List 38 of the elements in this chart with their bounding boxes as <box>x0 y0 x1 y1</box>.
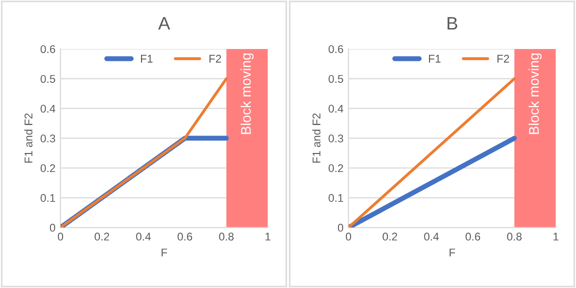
x-tick-label: 0 <box>58 232 64 241</box>
legend-label: F2 <box>210 54 222 63</box>
y-axis-title: F1 and F2 <box>24 113 32 163</box>
x-axis-title: F <box>450 248 456 256</box>
x-tick-label: 0.2 <box>94 232 110 241</box>
x-tick-label: 0.6 <box>466 232 480 241</box>
y-tick-label: 0 <box>50 224 56 232</box>
x-tick-label: 0.8 <box>507 232 522 241</box>
y-tick-label: 0.3 <box>40 134 56 142</box>
y-tick-label: 0.6 <box>328 45 344 54</box>
band-label: Block moving <box>528 53 542 134</box>
y-tick-label: 0.5 <box>40 74 56 83</box>
y-tick-label: 0.2 <box>328 164 344 172</box>
x-tick-label: 0 <box>346 232 352 241</box>
x-tick-label: 0.8 <box>219 232 234 241</box>
y-tick-label: 0 <box>338 224 344 232</box>
y-tick-label: 0.2 <box>40 164 56 172</box>
y-tick-label: 0.6 <box>40 45 56 54</box>
legend-label: F1 <box>140 54 153 63</box>
y-tick-label: 0.5 <box>328 74 344 83</box>
x-tick-label: 0.2 <box>382 232 398 241</box>
legend-label: F2 <box>498 54 510 63</box>
y-tick-label: 0.3 <box>328 134 344 142</box>
x-tick-label: 0.4 <box>136 232 151 241</box>
chart-title: B <box>448 17 458 30</box>
x-tick-label: 1 <box>554 232 558 240</box>
y-tick-label: 0.4 <box>328 104 344 113</box>
y-axis-title: F1 and F2 <box>312 113 320 163</box>
x-tick-label: 0.6 <box>178 232 192 241</box>
band-label: Block moving <box>240 53 254 134</box>
x-tick-label: 1 <box>266 232 270 240</box>
x-tick-label: 0.4 <box>424 232 439 241</box>
y-tick-label: 0.1 <box>40 194 56 202</box>
x-axis-title: F <box>162 248 168 256</box>
y-tick-label: 0.4 <box>40 104 56 113</box>
legend-label: F1 <box>428 54 441 63</box>
chart-title: A <box>158 17 170 30</box>
y-tick-label: 0.1 <box>328 194 344 202</box>
